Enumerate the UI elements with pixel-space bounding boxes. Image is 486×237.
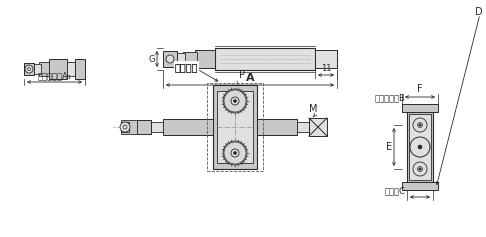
Circle shape: [419, 124, 421, 126]
Bar: [409, 114, 431, 180]
Bar: [215, 48, 315, 70]
Text: E: E: [386, 142, 392, 152]
Text: 二面幅C: 二面幅C: [384, 186, 405, 195]
Circle shape: [233, 151, 237, 155]
Bar: [297, 122, 309, 132]
Circle shape: [419, 168, 421, 170]
Text: A: A: [246, 73, 254, 83]
Bar: [151, 122, 163, 132]
Circle shape: [25, 65, 33, 73]
Circle shape: [166, 55, 174, 63]
Circle shape: [413, 118, 427, 132]
Text: P: P: [239, 70, 245, 80]
Circle shape: [120, 122, 130, 132]
Circle shape: [223, 89, 247, 113]
Bar: [257, 119, 297, 135]
Bar: [407, 112, 433, 182]
Bar: [402, 182, 438, 190]
Bar: [195, 50, 215, 68]
Text: テーブル: テーブル: [175, 62, 198, 72]
Circle shape: [410, 137, 430, 157]
Circle shape: [231, 97, 239, 105]
Bar: [32, 64, 41, 74]
Bar: [183, 52, 197, 66]
Bar: [121, 120, 137, 134]
Text: テーブル: テーブル: [175, 62, 198, 72]
Bar: [75, 59, 85, 79]
Bar: [24, 63, 34, 75]
Text: 11: 11: [321, 64, 331, 73]
Circle shape: [231, 149, 239, 157]
Circle shape: [413, 162, 427, 176]
Bar: [217, 91, 253, 163]
Bar: [175, 53, 185, 65]
Circle shape: [418, 145, 422, 149]
Bar: [49, 59, 67, 79]
Bar: [402, 104, 438, 112]
Circle shape: [223, 141, 247, 165]
Bar: [163, 119, 213, 135]
Bar: [315, 50, 337, 68]
Bar: [137, 120, 151, 134]
Bar: [67, 62, 75, 76]
Bar: [213, 85, 257, 169]
Text: M: M: [309, 104, 317, 114]
Bar: [207, 83, 263, 171]
Bar: [121, 122, 129, 132]
Circle shape: [233, 100, 237, 102]
Text: 六角穴対辽B: 六角穴対辽B: [374, 93, 405, 102]
Text: D: D: [475, 7, 483, 17]
Bar: [163, 51, 177, 67]
Bar: [39, 62, 49, 76]
Text: G: G: [149, 55, 155, 64]
Bar: [309, 118, 327, 136]
Text: F: F: [417, 84, 423, 94]
Text: ストロークA₁: ストロークA₁: [37, 71, 71, 80]
